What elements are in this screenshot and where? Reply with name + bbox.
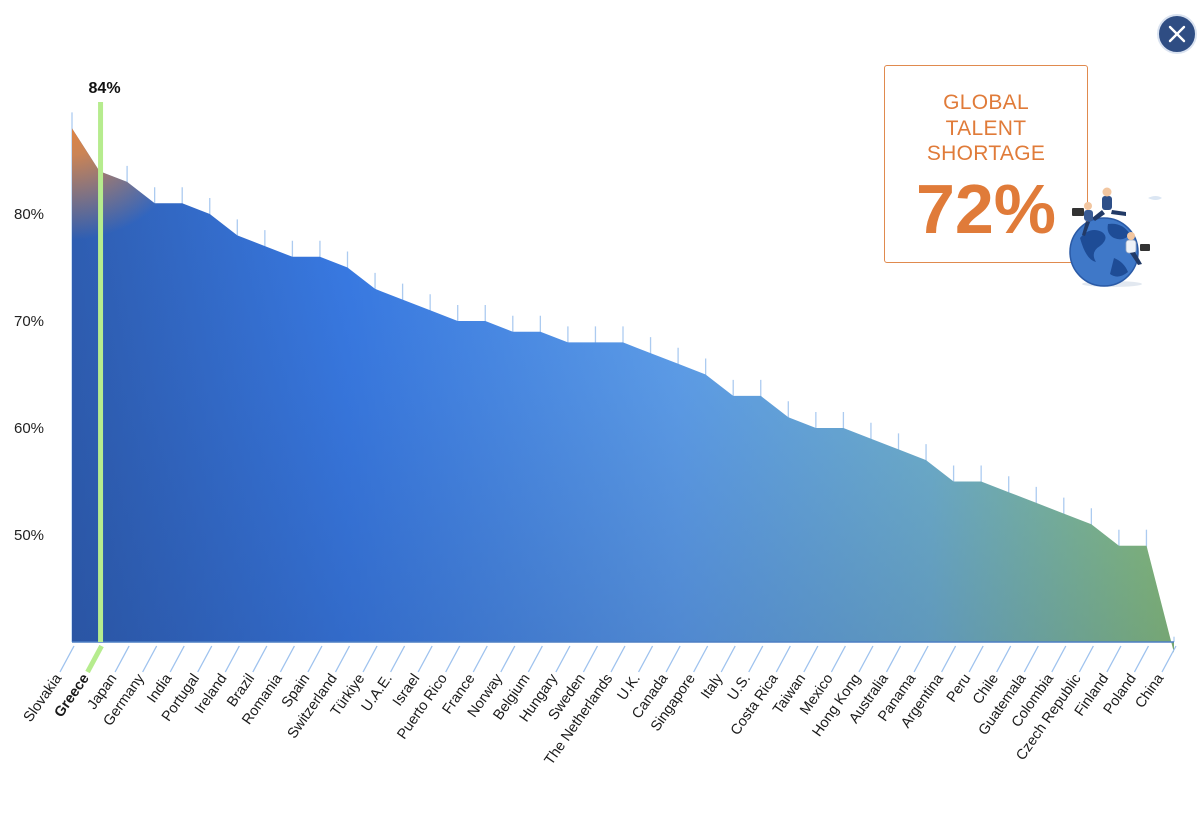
x-tick-leader — [169, 645, 185, 673]
card-heading-line-2: TALENT — [945, 116, 1027, 140]
x-tick-leader — [720, 645, 736, 673]
x-tick-leader — [803, 645, 819, 673]
card-heading: GLOBAL TALENT SHORTAGE — [885, 90, 1087, 167]
x-tick-leader — [417, 645, 433, 673]
y-tick-label: 60% — [14, 420, 44, 437]
y-tick-label: 70% — [14, 313, 44, 330]
x-tick-leader — [500, 645, 516, 673]
x-tick-leader — [114, 645, 130, 673]
global-talent-shortage-card: GLOBAL TALENT SHORTAGE 72% — [884, 65, 1088, 263]
x-tick-leader — [941, 645, 957, 673]
x-tick-leader — [527, 645, 543, 673]
close-icon — [1168, 25, 1186, 43]
card-heading-line-1: GLOBAL — [943, 91, 1029, 114]
x-tick-leader — [1051, 645, 1067, 673]
x-tick-leader — [197, 645, 213, 673]
x-tick-leader — [1078, 645, 1094, 673]
x-tick-leader — [1161, 645, 1177, 673]
x-tick-leader — [445, 645, 461, 673]
x-tick-leader — [968, 645, 984, 673]
x-tick-leader — [665, 645, 681, 673]
x-tick-leader — [858, 645, 874, 673]
x-tick-leader — [830, 645, 846, 673]
x-tick-leader — [279, 645, 295, 673]
x-tick-leader — [1106, 645, 1122, 673]
x-tick-leader — [307, 645, 323, 673]
x-tick-leader — [390, 645, 406, 673]
x-tick-leader — [334, 645, 351, 673]
y-tick-label: 80% — [14, 206, 44, 223]
card-value: 72% — [915, 169, 1057, 248]
x-tick-label-peru: Peru — [944, 671, 975, 705]
x-tick-leader — [885, 645, 902, 673]
close-button[interactable] — [1157, 14, 1197, 54]
highlight-value-label: 84% — [89, 80, 121, 97]
x-tick-leader — [637, 645, 654, 673]
x-tick-leader — [582, 645, 599, 673]
x-tick-leader — [142, 645, 158, 673]
y-tick-label: 50% — [14, 527, 44, 544]
x-tick-leader — [1133, 645, 1150, 673]
x-tick-leader — [748, 645, 764, 673]
x-tick-leader — [472, 645, 488, 673]
x-tick-leader — [85, 644, 104, 674]
x-tick-leader — [252, 645, 268, 673]
x-tick-leader — [555, 645, 571, 673]
x-tick-leader — [362, 645, 378, 673]
x-tick-leader — [1023, 645, 1039, 673]
globe-with-people-icon — [1069, 187, 1162, 287]
x-tick-leader — [610, 645, 626, 673]
area-highlight-glow — [72, 128, 1174, 653]
x-tick-leader — [996, 645, 1012, 673]
x-tick-label-italy: Italy — [698, 671, 727, 703]
card-heading-line-3: SHORTAGE — [926, 142, 1046, 165]
x-tick-leader — [224, 645, 240, 673]
x-tick-leader — [59, 645, 75, 673]
x-tick-leader — [775, 645, 791, 673]
x-tick-leader — [913, 645, 929, 673]
x-tick-label-china: China — [1132, 670, 1167, 711]
x-tick-leader — [693, 645, 709, 673]
